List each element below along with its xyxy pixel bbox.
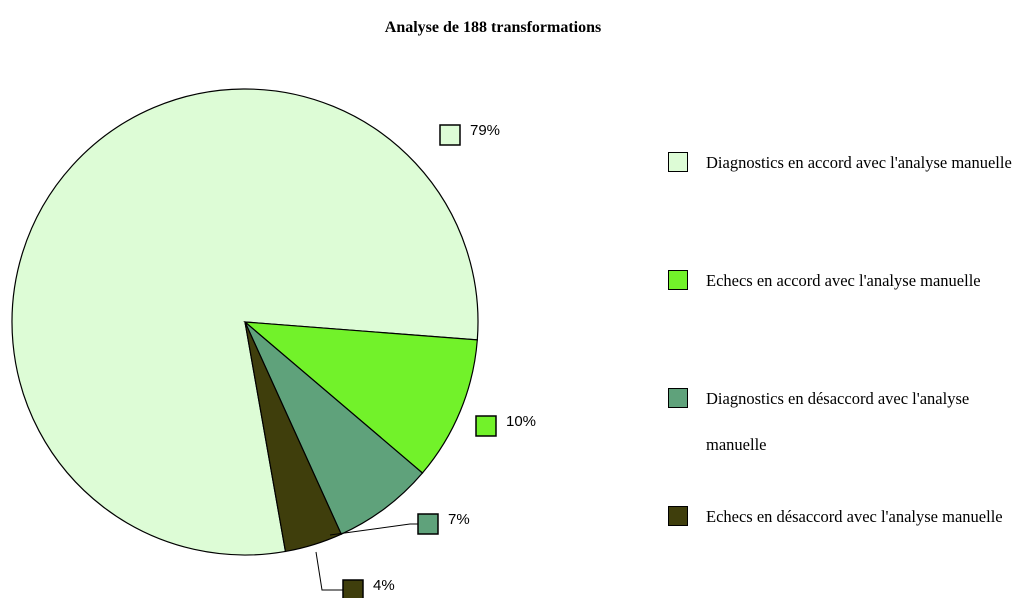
legend-swatch: [668, 270, 688, 290]
leader-line: [315, 551, 343, 591]
legend-swatch: [668, 506, 688, 526]
value-label: 7%: [448, 511, 470, 528]
legend-item: Echecs en accord avec l'analyse manuelle: [668, 258, 1022, 376]
legend: Diagnostics en accord avec l'analyse man…: [668, 140, 1026, 612]
label-swatch: [417, 513, 439, 535]
label-swatch: [439, 124, 461, 146]
legend-swatch: [668, 388, 688, 408]
value-label: 10%: [506, 413, 536, 430]
legend-item: Diagnostics en accord avec l'analyse man…: [668, 140, 1022, 258]
legend-label: Echecs en accord avec l'analyse manuelle: [706, 271, 981, 290]
legend-label: Diagnostics en désaccord avec l'analyse …: [706, 389, 970, 454]
chart-title: Analyse de 188 transformations: [385, 19, 601, 36]
value-label: 4%: [373, 577, 395, 594]
leader-line: [329, 523, 418, 536]
label-swatch: [475, 415, 497, 437]
legend-label: Echecs en désaccord avec l'analyse manue…: [706, 507, 1003, 526]
label-swatch: [342, 579, 364, 598]
legend-label: Diagnostics en accord avec l'analyse man…: [706, 153, 1012, 172]
pie-slice: [243, 321, 478, 474]
legend-swatch: [668, 152, 688, 172]
pie-slice: [244, 321, 343, 553]
page: Analyse de 188 transformations 79% 10% 7% 4…: [11, 19, 1012, 598]
legend-item: Echecs en désaccord avec l'analyse manue…: [668, 494, 1022, 612]
chart: Analyse de 188 transformations 79% 10% 7% 4…: [11, 19, 601, 598]
legend-item: Diagnostics en désaccord avec l'analyse …: [668, 376, 1022, 494]
value-label: 79%: [470, 122, 500, 139]
